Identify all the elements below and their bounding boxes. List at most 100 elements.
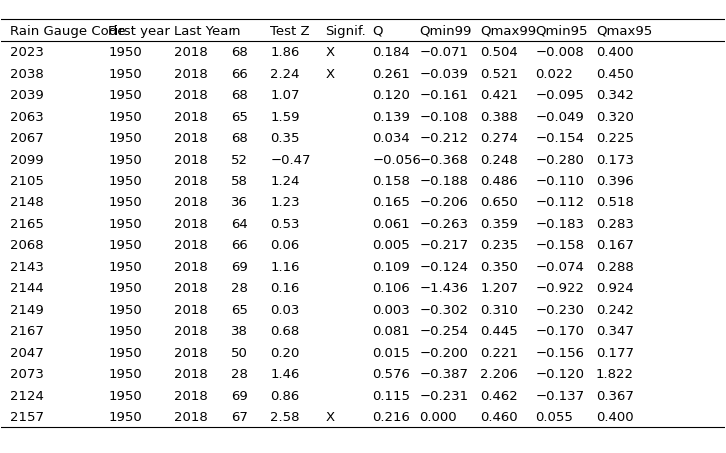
Text: 0.081: 0.081 [372,325,410,338]
Text: 2167: 2167 [10,325,44,338]
Text: 2018: 2018 [174,325,207,338]
Text: 1950: 1950 [108,154,142,167]
Text: 0.06: 0.06 [270,240,300,252]
Text: −0.161: −0.161 [420,89,468,102]
Text: 0.359: 0.359 [480,218,518,231]
Text: 68: 68 [232,89,248,102]
Text: 2018: 2018 [174,197,207,209]
Text: 0.450: 0.450 [596,67,634,81]
Text: 0.283: 0.283 [596,218,634,231]
Text: 0.061: 0.061 [372,218,410,231]
Text: 2018: 2018 [174,304,207,317]
Text: 65: 65 [232,111,248,124]
Text: 1.59: 1.59 [270,111,300,124]
Text: 0.184: 0.184 [372,46,410,59]
Text: 0.350: 0.350 [480,261,518,274]
Text: Rain Gauge Code: Rain Gauge Code [10,25,126,38]
Text: 0.388: 0.388 [480,111,518,124]
Text: −0.156: −0.156 [535,347,584,360]
Text: −0.387: −0.387 [420,368,468,381]
Text: 1950: 1950 [108,111,142,124]
Text: 28: 28 [232,368,248,381]
Text: 0.486: 0.486 [480,175,518,188]
Text: 0.242: 0.242 [596,304,634,317]
Text: 1950: 1950 [108,368,142,381]
Text: −0.212: −0.212 [420,132,468,145]
Text: 0.421: 0.421 [480,89,518,102]
Text: 1950: 1950 [108,411,142,424]
Text: 1.16: 1.16 [270,261,300,274]
Text: 0.216: 0.216 [372,411,410,424]
Text: 2099: 2099 [10,154,44,167]
Text: 1950: 1950 [108,132,142,145]
Text: 0.139: 0.139 [372,111,410,124]
Text: 0.20: 0.20 [270,347,300,360]
Text: 2018: 2018 [174,218,207,231]
Text: −0.231: −0.231 [420,390,468,403]
Text: X: X [325,46,335,59]
Text: 1.46: 1.46 [270,368,300,381]
Text: 28: 28 [232,282,248,295]
Text: 2018: 2018 [174,132,207,145]
Text: 50: 50 [232,347,248,360]
Text: 0.274: 0.274 [480,132,518,145]
Text: 2149: 2149 [10,304,44,317]
Text: 2105: 2105 [10,175,44,188]
Text: 2063: 2063 [10,111,44,124]
Text: 66: 66 [232,67,248,81]
Text: −0.200: −0.200 [420,347,468,360]
Text: 2018: 2018 [174,261,207,274]
Text: 68: 68 [232,132,248,145]
Text: 1.86: 1.86 [270,46,300,59]
Text: Q: Q [372,25,383,38]
Text: −0.120: −0.120 [535,368,584,381]
Text: −0.137: −0.137 [535,390,584,403]
Text: 2068: 2068 [10,240,44,252]
Text: 0.924: 0.924 [596,282,634,295]
Text: 2157: 2157 [10,411,44,424]
Text: Qmin99: Qmin99 [420,25,472,38]
Text: 0.53: 0.53 [270,218,300,231]
Text: 0.288: 0.288 [596,261,634,274]
Text: 2018: 2018 [174,175,207,188]
Text: 0.504: 0.504 [480,46,518,59]
Text: −0.922: −0.922 [535,282,584,295]
Text: 2018: 2018 [174,390,207,403]
Text: 2018: 2018 [174,89,207,102]
Text: 2018: 2018 [174,67,207,81]
Text: Qmax99: Qmax99 [480,25,537,38]
Text: 2018: 2018 [174,46,207,59]
Text: 69: 69 [232,261,248,274]
Text: Last Year: Last Year [174,25,233,38]
Text: 2144: 2144 [10,282,44,295]
Text: 0.165: 0.165 [372,197,410,209]
Text: −0.095: −0.095 [535,89,584,102]
Text: 1950: 1950 [108,325,142,338]
Text: 0.034: 0.034 [372,132,410,145]
Text: 1950: 1950 [108,390,142,403]
Text: 0.235: 0.235 [480,240,518,252]
Text: 0.022: 0.022 [535,67,573,81]
Text: 1.07: 1.07 [270,89,300,102]
Text: 0.650: 0.650 [480,197,518,209]
Text: −0.108: −0.108 [420,111,468,124]
Text: −0.170: −0.170 [535,325,584,338]
Text: −0.158: −0.158 [535,240,584,252]
Text: −0.302: −0.302 [420,304,468,317]
Text: 0.03: 0.03 [270,304,300,317]
Text: 1.822: 1.822 [596,368,634,381]
Text: −0.280: −0.280 [535,154,584,167]
Text: 69: 69 [232,390,248,403]
Text: 2047: 2047 [10,347,44,360]
Text: −0.263: −0.263 [420,218,468,231]
Text: 1950: 1950 [108,67,142,81]
Text: 0.400: 0.400 [596,411,634,424]
Text: 0.518: 0.518 [596,197,634,209]
Text: X: X [325,67,335,81]
Text: 0.000: 0.000 [420,411,457,424]
Text: 0.109: 0.109 [372,261,410,274]
Text: 2148: 2148 [10,197,44,209]
Text: 2039: 2039 [10,89,44,102]
Text: 0.367: 0.367 [596,390,634,403]
Text: 1950: 1950 [108,240,142,252]
